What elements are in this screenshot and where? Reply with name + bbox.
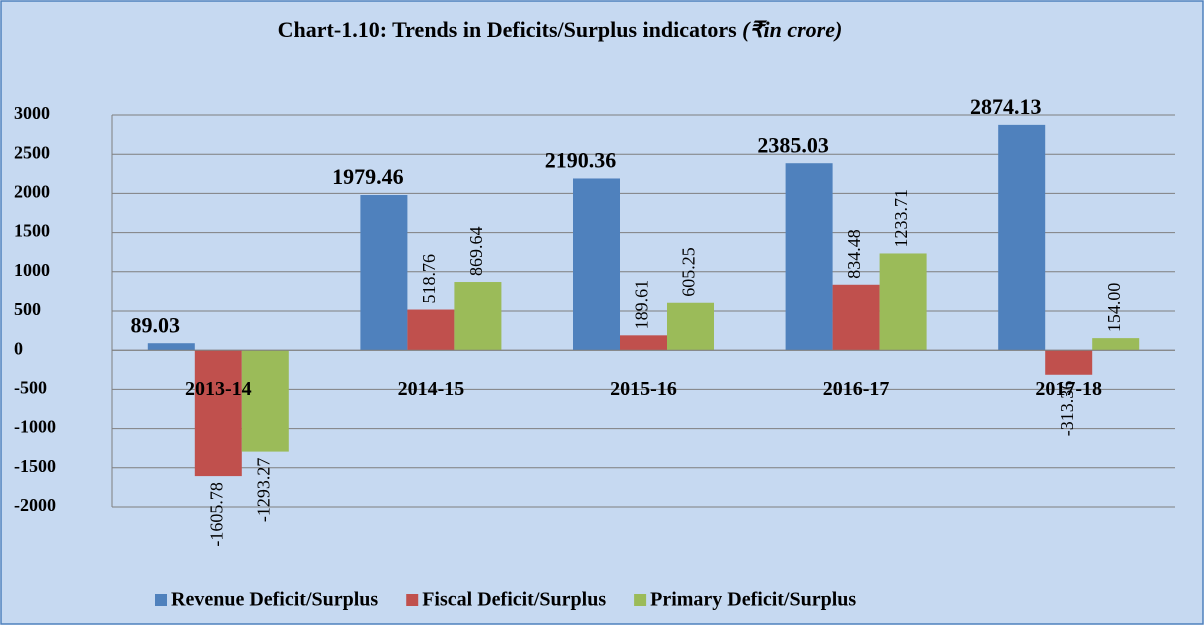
data-label: -1605.78	[206, 482, 226, 547]
data-label: 2190.36	[545, 148, 617, 173]
y-tick-label: 0	[14, 338, 23, 358]
data-label: 869.64	[466, 227, 486, 277]
bar	[667, 302, 714, 351]
legend-swatch	[155, 594, 167, 606]
subtitle: (₹in crore)	[742, 17, 842, 42]
y-tick-label: 1000	[14, 260, 50, 280]
data-label: 518.76	[419, 254, 439, 304]
legend-swatch	[406, 594, 419, 606]
data-label: 189.61	[632, 280, 652, 330]
x-tick-label: 2014-15	[398, 378, 465, 400]
legend-label: Primary Deficit/Surplus	[650, 589, 856, 611]
data-label: 1233.71	[891, 189, 911, 248]
y-tick-label: 3000	[14, 103, 50, 123]
y-tick-label: 500	[14, 299, 41, 319]
data-label: 2385.03	[757, 132, 829, 157]
bar	[832, 284, 880, 351]
bar	[620, 335, 667, 351]
x-tick-label: 2016-17	[823, 378, 890, 400]
bar	[407, 309, 455, 351]
y-tick-label: -500	[14, 378, 47, 398]
bar	[241, 350, 289, 452]
x-tick-label: 2017-18	[1035, 378, 1102, 400]
bar	[147, 343, 195, 351]
bar	[573, 178, 620, 351]
y-tick-label: 2500	[14, 142, 50, 162]
bar	[879, 253, 927, 351]
bar	[194, 350, 242, 477]
y-tick-label: -1500	[14, 456, 56, 476]
data-label: 154.00	[1104, 283, 1124, 333]
bar	[1092, 338, 1140, 351]
data-label: -1293.27	[253, 458, 273, 523]
legend-label: Revenue Deficit/Surplus	[171, 589, 378, 611]
y-tick-label: 1500	[14, 221, 50, 241]
data-label: 605.25	[679, 247, 699, 297]
data-label: -313.36	[1057, 381, 1077, 437]
data-label: 89.03	[131, 312, 181, 337]
legend-swatch	[634, 594, 647, 606]
title-text: Chart-1.10: Trends in Deficits/Surplus i…	[278, 17, 737, 42]
x-tick-label: 2015-16	[610, 378, 677, 400]
bar	[785, 163, 833, 351]
chart-title: Chart-1.10: Trends in Deficits/Surplus i…	[278, 17, 843, 42]
legend-label: Fiscal Deficit/Surplus	[422, 589, 606, 611]
y-tick-label: 2000	[14, 182, 50, 202]
data-label: 2874.13	[970, 94, 1042, 119]
bar	[998, 124, 1046, 351]
bar	[1045, 350, 1093, 375]
y-tick-label: -1000	[14, 417, 56, 437]
data-label: 1979.46	[332, 164, 404, 189]
bar	[360, 195, 408, 351]
y-tick-label: -2000	[14, 495, 56, 515]
x-tick-label: 2013-14	[185, 378, 252, 400]
bar	[454, 282, 502, 351]
data-label: 834.48	[844, 229, 864, 279]
